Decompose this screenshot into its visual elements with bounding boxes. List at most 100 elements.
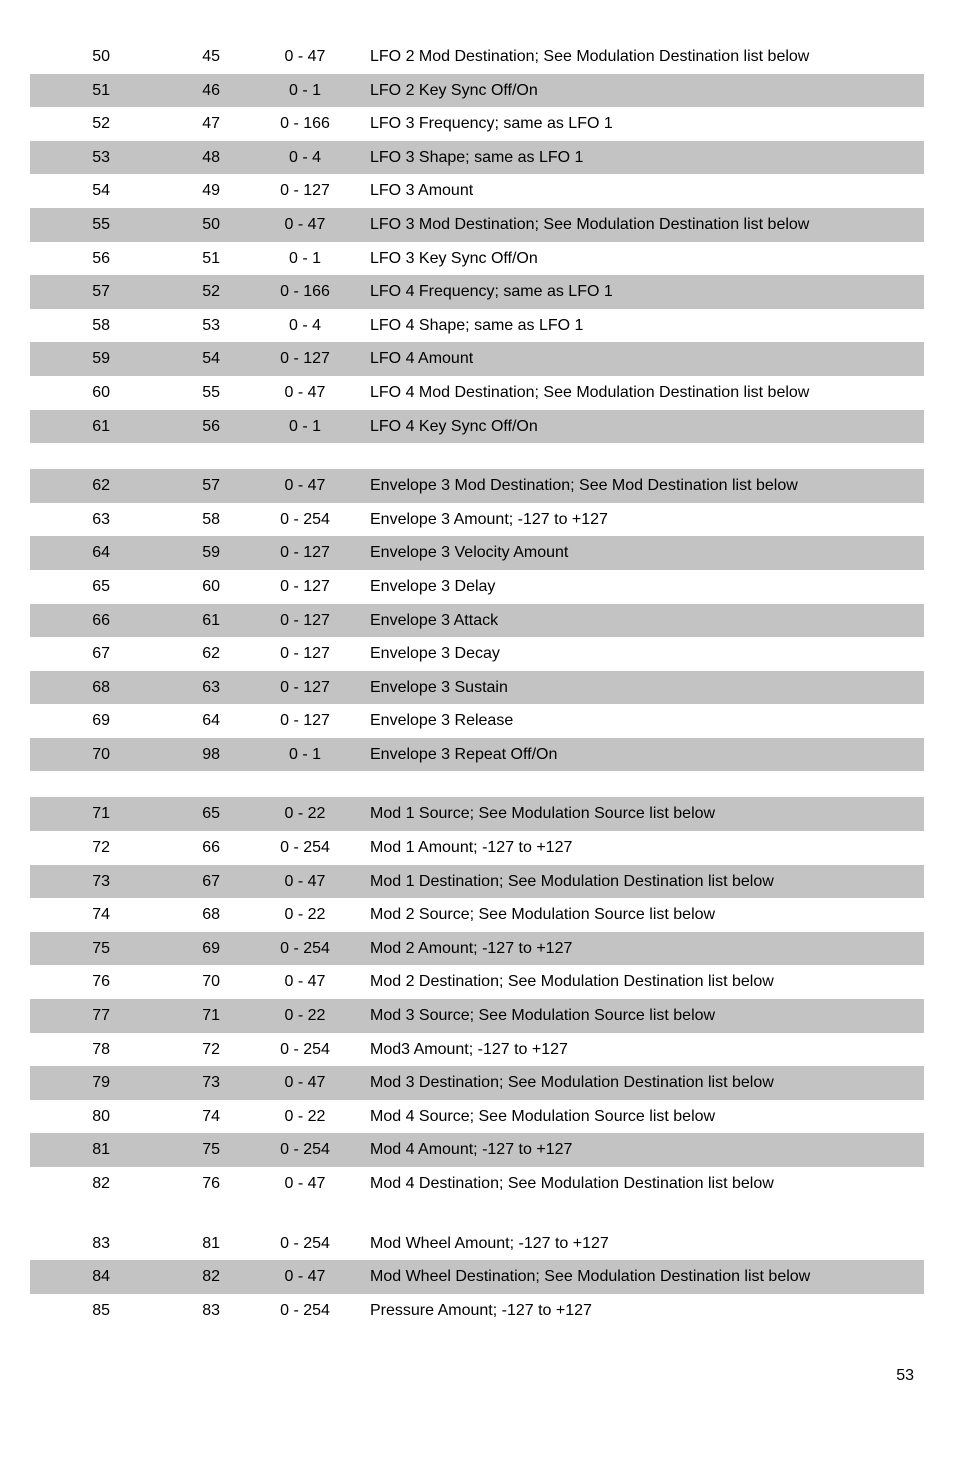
cell-col2: 47 [140,107,250,141]
cell-range: 0 - 254 [250,1033,360,1067]
section-spacer [30,1201,924,1227]
cell-range: 0 - 47 [250,965,360,999]
table-row: 59540 - 127LFO 4 Amount [30,342,924,376]
cell-col2: 53 [140,309,250,343]
cell-range: 0 - 127 [250,342,360,376]
table-row: 67620 - 127Envelope 3 Decay [30,637,924,671]
cell-col1: 77 [30,999,140,1033]
cell-description: Envelope 3 Amount; -127 to +127 [360,503,924,537]
cell-col1: 76 [30,965,140,999]
cell-col2: 55 [140,376,250,410]
cell-col2: 69 [140,932,250,966]
cell-range: 0 - 4 [250,141,360,175]
cell-description: Mod Wheel Destination; See Modulation De… [360,1260,924,1294]
cell-description: Mod 1 Amount; -127 to +127 [360,831,924,865]
table-row: 58530 - 4LFO 4 Shape; same as LFO 1 [30,309,924,343]
cell-col2: 74 [140,1100,250,1134]
cell-col1: 54 [30,174,140,208]
cell-description: LFO 4 Amount [360,342,924,376]
cell-range: 0 - 22 [250,999,360,1033]
cell-range: 0 - 254 [250,932,360,966]
cell-description: Mod 4 Destination; See Modulation Destin… [360,1167,924,1201]
cell-description: LFO 4 Mod Destination; See Modulation De… [360,376,924,410]
table-row: 55500 - 47LFO 3 Mod Destination; See Mod… [30,208,924,242]
cell-col2: 75 [140,1133,250,1167]
cell-col2: 71 [140,999,250,1033]
cell-range: 0 - 22 [250,898,360,932]
cell-description: Mod 1 Destination; See Modulation Destin… [360,865,924,899]
table-row: 66610 - 127Envelope 3 Attack [30,604,924,638]
cell-range: 0 - 127 [250,671,360,705]
cell-description: Envelope 3 Repeat Off/On [360,738,924,772]
cell-description: Envelope 3 Decay [360,637,924,671]
cell-description: LFO 4 Shape; same as LFO 1 [360,309,924,343]
cell-col2: 61 [140,604,250,638]
cell-description: LFO 3 Shape; same as LFO 1 [360,141,924,175]
cell-col1: 67 [30,637,140,671]
table-row: 71650 - 22Mod 1 Source; See Modulation S… [30,797,924,831]
cell-col2: 50 [140,208,250,242]
cell-col2: 81 [140,1227,250,1261]
cell-col2: 67 [140,865,250,899]
cell-col2: 56 [140,410,250,444]
cell-range: 0 - 166 [250,275,360,309]
cell-col1: 80 [30,1100,140,1134]
cell-description: Mod 2 Source; See Modulation Source list… [360,898,924,932]
table-row: 62570 - 47Envelope 3 Mod Destination; Se… [30,469,924,503]
cell-col2: 45 [140,40,250,74]
page-number: 53 [30,1367,924,1385]
cell-col2: 52 [140,275,250,309]
cell-col1: 60 [30,376,140,410]
cell-range: 0 - 254 [250,1133,360,1167]
cell-description: LFO 4 Key Sync Off/On [360,410,924,444]
cell-col1: 74 [30,898,140,932]
cell-col2: 98 [140,738,250,772]
cell-description: Mod 2 Destination; See Modulation Destin… [360,965,924,999]
parameter-table: 50450 - 47LFO 2 Mod Destination; See Mod… [30,40,924,1327]
table-row: 76700 - 47Mod 2 Destination; See Modulat… [30,965,924,999]
table-row: 53480 - 4LFO 3 Shape; same as LFO 1 [30,141,924,175]
table-row: 85830 - 254Pressure Amount; -127 to +127 [30,1294,924,1328]
cell-col1: 75 [30,932,140,966]
cell-col1: 78 [30,1033,140,1067]
cell-col2: 54 [140,342,250,376]
cell-range: 0 - 1 [250,74,360,108]
cell-col2: 62 [140,637,250,671]
cell-description: Mod 4 Amount; -127 to +127 [360,1133,924,1167]
cell-description: Mod 3 Source; See Modulation Source list… [360,999,924,1033]
cell-description: LFO 3 Amount [360,174,924,208]
cell-description: Envelope 3 Velocity Amount [360,536,924,570]
table-row: 84820 - 47Mod Wheel Destination; See Mod… [30,1260,924,1294]
cell-range: 0 - 127 [250,174,360,208]
cell-description: Mod3 Amount; -127 to +127 [360,1033,924,1067]
table-row: 57520 - 166LFO 4 Frequency; same as LFO … [30,275,924,309]
cell-col1: 64 [30,536,140,570]
cell-col2: 63 [140,671,250,705]
table-row: 83810 - 254Mod Wheel Amount; -127 to +12… [30,1227,924,1261]
cell-description: Pressure Amount; -127 to +127 [360,1294,924,1328]
table-row: 52470 - 166LFO 3 Frequency; same as LFO … [30,107,924,141]
cell-range: 0 - 47 [250,208,360,242]
cell-col2: 51 [140,242,250,276]
cell-range: 0 - 47 [250,1066,360,1100]
cell-description: Mod Wheel Amount; -127 to +127 [360,1227,924,1261]
cell-range: 0 - 22 [250,1100,360,1134]
cell-description: LFO 3 Mod Destination; See Modulation De… [360,208,924,242]
table-row: 77710 - 22Mod 3 Source; See Modulation S… [30,999,924,1033]
cell-col1: 59 [30,342,140,376]
table-row: 70980 - 1Envelope 3 Repeat Off/On [30,738,924,772]
cell-col1: 68 [30,671,140,705]
cell-col1: 53 [30,141,140,175]
cell-col1: 62 [30,469,140,503]
cell-col2: 65 [140,797,250,831]
cell-col1: 72 [30,831,140,865]
table-row: 68630 - 127Envelope 3 Sustain [30,671,924,705]
table-row: 63580 - 254Envelope 3 Amount; -127 to +1… [30,503,924,537]
cell-description: Envelope 3 Mod Destination; See Mod Dest… [360,469,924,503]
cell-col1: 85 [30,1294,140,1328]
cell-range: 0 - 47 [250,376,360,410]
table-row: 74680 - 22Mod 2 Source; See Modulation S… [30,898,924,932]
cell-col1: 79 [30,1066,140,1100]
cell-col2: 73 [140,1066,250,1100]
cell-col2: 49 [140,174,250,208]
